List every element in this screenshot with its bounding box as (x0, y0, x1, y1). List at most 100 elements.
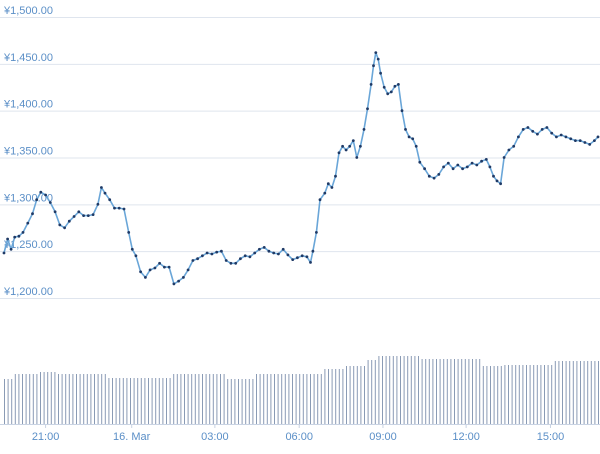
volume-bar (540, 365, 542, 424)
price-point (407, 135, 411, 139)
volume-bar (371, 360, 373, 424)
volume-bar (119, 378, 121, 424)
volume-bar (443, 359, 445, 424)
price-point (574, 139, 577, 143)
volume-bar (140, 378, 142, 424)
volume-bar (7, 379, 9, 424)
price-point (311, 249, 315, 253)
volume-bar (122, 378, 124, 424)
price-point (17, 234, 21, 238)
volume-bar (403, 356, 405, 424)
y-tick-label: ¥1,500.00 (3, 5, 53, 17)
price-point (359, 144, 362, 148)
price-point (122, 207, 126, 211)
price-point (148, 268, 152, 272)
price-point (423, 167, 426, 171)
price-point (488, 165, 492, 169)
price-point (44, 193, 47, 197)
volume-bar (594, 361, 596, 424)
volume-bar (508, 365, 509, 424)
volume-bar (515, 365, 517, 424)
volume-bar (454, 359, 455, 424)
price-point (191, 259, 195, 262)
price-point (21, 231, 25, 234)
y-gridlines (0, 17, 600, 299)
volume-bar (115, 378, 117, 424)
y-tick-label: ¥1,350.00 (3, 146, 53, 158)
price-point (77, 210, 81, 214)
volume-bar (353, 366, 355, 424)
price-point (400, 109, 404, 113)
volume-bar (310, 374, 311, 424)
volume-bar (18, 374, 20, 424)
volume-bar (227, 379, 229, 424)
volume-bar (133, 378, 135, 424)
volume-bar (176, 374, 178, 424)
volume-bar (306, 374, 308, 424)
price-point (334, 174, 337, 178)
volume-bar (572, 361, 574, 424)
price-point (569, 137, 573, 141)
volume-bars (4, 356, 599, 424)
volume-bar (180, 374, 182, 424)
volume-bar (94, 374, 95, 424)
volume-bar (479, 359, 481, 424)
volume-bar (65, 374, 67, 424)
price-point (248, 255, 252, 259)
volume-bar (425, 359, 427, 424)
volume-bar (209, 374, 211, 424)
volume-bar (565, 361, 567, 424)
price-point (139, 270, 143, 274)
y-tick-label: ¥1,250.00 (3, 239, 53, 251)
price-point (456, 163, 460, 167)
price-point (442, 165, 445, 169)
volume-bar (504, 365, 506, 424)
price-point (531, 129, 535, 133)
volume-bar (468, 359, 470, 424)
volume-bar (576, 361, 578, 424)
y-tick-label: ¥1,400.00 (3, 99, 53, 111)
price-point (389, 90, 393, 94)
price-point (48, 201, 52, 204)
volume-bar (439, 359, 441, 424)
volume-bar (522, 365, 524, 424)
volume-bar (230, 379, 232, 424)
volume-bar (544, 365, 545, 424)
volume-bar (220, 374, 221, 424)
volume-bar (407, 356, 409, 424)
price-point (366, 107, 369, 111)
price-point (583, 141, 587, 144)
price-point (134, 254, 138, 258)
y-tick-label: ¥1,450.00 (3, 52, 53, 64)
price-point (67, 219, 71, 223)
price-point (470, 161, 474, 165)
price-point (382, 85, 386, 89)
volume-bar (277, 374, 279, 424)
price-point (286, 253, 290, 257)
volume-bar (104, 374, 106, 424)
volume-bar (4, 379, 5, 424)
volume-bar (436, 359, 437, 424)
price-series (2, 51, 600, 286)
volume-bar (529, 365, 531, 424)
volume-bar (313, 374, 315, 424)
price-point (82, 214, 85, 218)
price-point (267, 249, 271, 253)
y-tick-label: ¥1,200.00 (3, 286, 53, 298)
volume-bar (364, 366, 365, 424)
price-point (499, 182, 502, 186)
volume-bar (14, 374, 16, 424)
volume-bar (76, 374, 77, 424)
price-point (495, 179, 499, 183)
price-point (475, 163, 479, 167)
price-point (330, 186, 334, 189)
price-point (144, 276, 147, 279)
price-point (205, 251, 209, 255)
price-point (172, 282, 176, 286)
x-tick-label: 06:00 (285, 431, 313, 443)
price-point (512, 144, 516, 148)
x-tick-label: 09:00 (369, 431, 397, 443)
price-point (309, 261, 312, 264)
volume-bar (50, 372, 52, 424)
price-line (3, 51, 599, 285)
